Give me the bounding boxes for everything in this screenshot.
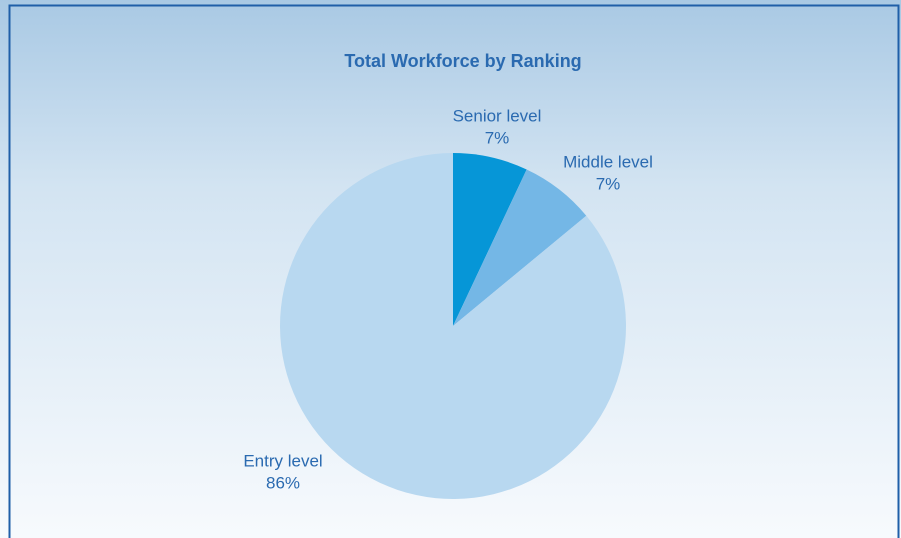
slice-name: Entry level (243, 451, 322, 470)
pie (279, 153, 626, 499)
pie-slice (453, 153, 527, 326)
slice-value: 7% (485, 128, 510, 147)
slice-value: 86% (266, 473, 300, 492)
labels: Senior level 7% Middle level 7% Entry level 8… (243, 106, 653, 492)
pie-slice (453, 169, 587, 326)
slice-name: Middle level (563, 152, 653, 171)
chart-title: Total Workforce by Ranking (344, 51, 581, 71)
slice-name: Senior level (453, 106, 542, 125)
slice-value: 7% (596, 174, 621, 193)
pie-slice (279, 153, 626, 499)
frame (8, 4, 900, 538)
